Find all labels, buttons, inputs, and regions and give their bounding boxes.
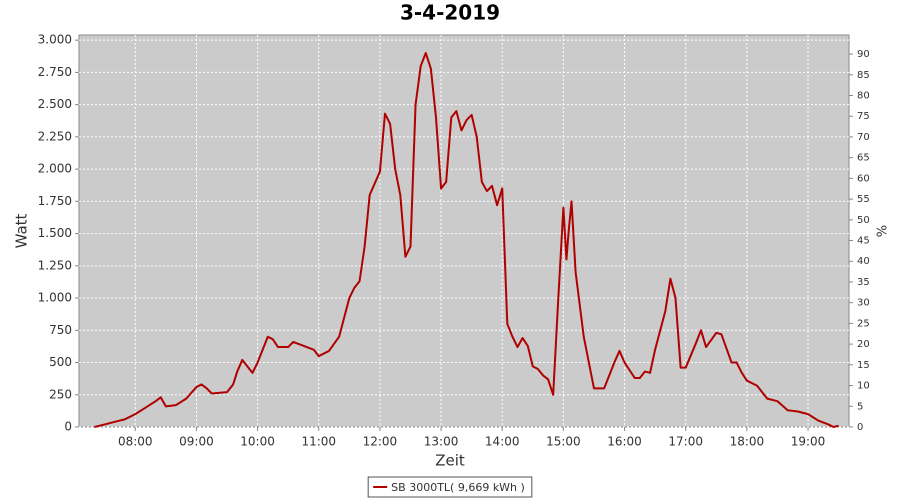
y2-tick-label: 65: [857, 153, 870, 164]
y2-tick-label: 10: [857, 381, 870, 392]
x-tick-label: 15:00: [546, 435, 581, 449]
y2-tick-label: 85: [857, 70, 870, 81]
y2-tick-label: 70: [857, 132, 870, 143]
y-axis-title: Watt: [13, 213, 31, 248]
y-tick-label: 1.500: [38, 226, 72, 240]
plot-area: [78, 34, 850, 428]
legend: SB 3000TL( 9,669 kWh ): [367, 476, 533, 498]
x-tick-label: 18:00: [730, 435, 765, 449]
legend-label: SB 3000TL( 9,669 kWh ): [391, 481, 525, 494]
series-line: [94, 52, 839, 428]
chart-title: 3-4-2019: [400, 1, 500, 25]
y-tick-label: 500: [49, 355, 72, 369]
y-tick-label: 2.750: [38, 65, 72, 79]
x-axis-title: Zeit: [435, 452, 465, 470]
y-tick-label: 0: [64, 420, 72, 434]
y-tick-label: 1.750: [38, 194, 72, 208]
x-tick-label: 13:00: [424, 435, 459, 449]
x-tick-label: 17:00: [668, 435, 703, 449]
y2-tick-label: 90: [857, 49, 870, 60]
y2-tick-label: 30: [857, 298, 870, 309]
x-tick-label: 08:00: [118, 435, 153, 449]
y2-tick-label: 5: [857, 401, 863, 412]
y-tick-label: 1.250: [38, 258, 72, 272]
x-tick-label: 10:00: [240, 435, 275, 449]
legend-box: [367, 476, 533, 498]
y2-tick-label: 15: [857, 360, 870, 371]
y2-tick-label: 0: [857, 422, 863, 433]
y-tick-label: 2.500: [38, 97, 72, 111]
y2-axis-title: %: [876, 225, 891, 237]
y2-tick-label: 25: [857, 318, 870, 329]
y2-tick-label: 50: [857, 215, 870, 226]
y2-tick-label: 80: [857, 90, 870, 101]
x-tick-label: 12:00: [363, 435, 398, 449]
y2-tick-label: 35: [857, 277, 870, 288]
x-tick-label: 11:00: [301, 435, 336, 449]
y-tick-label: 3.000: [38, 33, 72, 47]
x-tick-label: 09:00: [179, 435, 214, 449]
y-tick-label: 1.000: [38, 291, 72, 305]
y-tick-label: 250: [49, 387, 72, 401]
y2-tick-label: 60: [857, 173, 870, 184]
y2-tick-label: 55: [857, 194, 870, 205]
y2-tick-label: 75: [857, 111, 870, 122]
x-tick-label: 16:00: [607, 435, 642, 449]
y2-tick-label: 20: [857, 339, 870, 350]
y-tick-label: 750: [49, 323, 72, 337]
x-tick-label: 19:00: [791, 435, 826, 449]
y2-tick-label: 40: [857, 256, 870, 267]
y2-tick-label: 45: [857, 236, 870, 247]
y-tick-label: 2.000: [38, 162, 72, 176]
x-tick-label: 14:00: [485, 435, 520, 449]
y-tick-label: 2.250: [38, 129, 72, 143]
